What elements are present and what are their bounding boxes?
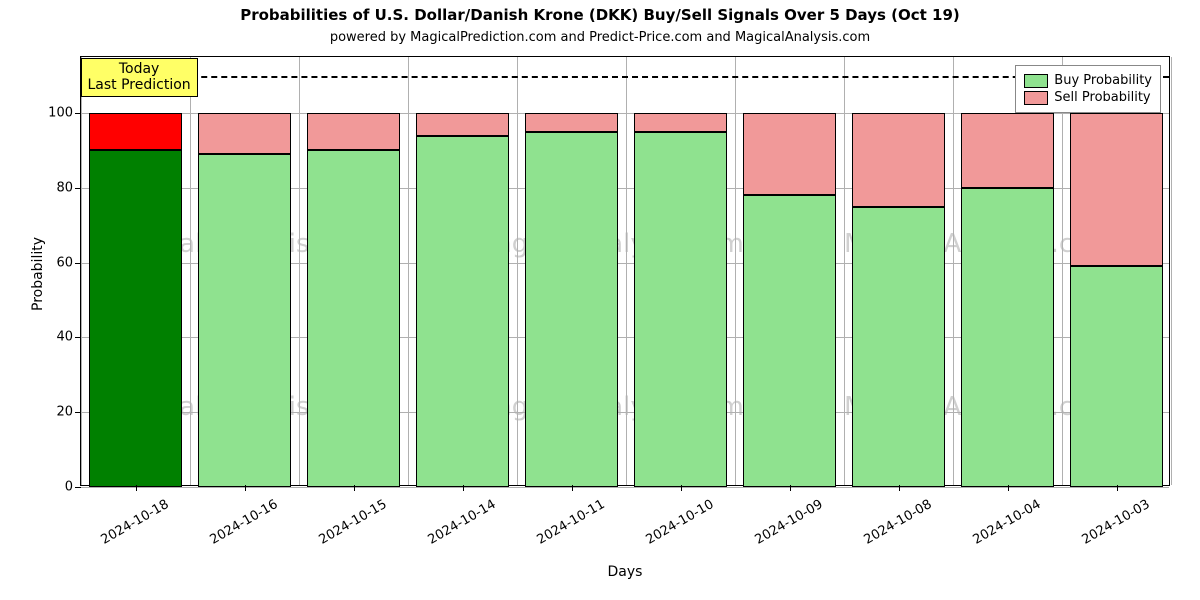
x-tick-label: 2024-10-18 xyxy=(98,497,171,548)
grid-line xyxy=(844,57,845,485)
x-tick-label: 2024-10-11 xyxy=(534,497,607,548)
chart-title: Probabilities of U.S. Dollar/Danish Kron… xyxy=(0,6,1200,24)
grid-line xyxy=(81,57,82,485)
bar-sell xyxy=(416,113,510,135)
grid-line xyxy=(299,57,300,485)
x-tick-label: 2024-10-14 xyxy=(425,497,498,548)
grid-line xyxy=(735,57,736,485)
x-tick-mark xyxy=(681,485,682,491)
x-tick-label: 2024-10-08 xyxy=(861,497,934,548)
bar-sell xyxy=(198,113,292,154)
chart-subtitle: powered by MagicalPrediction.com and Pre… xyxy=(0,30,1200,45)
grid-line xyxy=(408,57,409,485)
bar-buy xyxy=(89,150,183,487)
x-tick-mark xyxy=(572,485,573,491)
bar-sell xyxy=(1070,113,1164,266)
bar-buy xyxy=(525,132,619,487)
x-tick-mark xyxy=(354,485,355,491)
plot-area: MagicalAnalysis.comMagicalAnalysis.comMa… xyxy=(80,56,1170,486)
bar-sell xyxy=(307,113,401,150)
grid-line xyxy=(517,57,518,485)
grid-line xyxy=(953,57,954,485)
x-tick-label: 2024-10-16 xyxy=(207,497,280,548)
bar-buy xyxy=(743,195,837,487)
legend-swatch-buy xyxy=(1024,74,1048,88)
grid-line xyxy=(190,57,191,485)
bar-sell xyxy=(852,113,946,206)
y-axis-label: Probability xyxy=(30,237,46,311)
legend-label-buy: Buy Probability xyxy=(1054,73,1152,88)
legend-swatch-sell xyxy=(1024,91,1048,105)
annotation-line-2: Last Prediction xyxy=(88,77,191,93)
annotation-line-1: Today xyxy=(119,61,160,77)
x-axis-label: Days xyxy=(80,564,1170,580)
x-tick-mark xyxy=(136,485,137,491)
bar-sell xyxy=(525,113,619,132)
legend-row-sell: Sell Probability xyxy=(1024,90,1152,105)
x-tick-mark xyxy=(1008,485,1009,491)
y-tick-mark xyxy=(75,188,81,189)
bar-buy xyxy=(1070,266,1164,487)
legend-label-sell: Sell Probability xyxy=(1054,90,1150,105)
x-tick-label: 2024-10-15 xyxy=(316,497,389,548)
x-tick-label: 2024-10-09 xyxy=(752,497,825,548)
bar-sell xyxy=(743,113,837,195)
grid-line xyxy=(626,57,627,485)
x-tick-label: 2024-10-10 xyxy=(643,497,716,548)
bar-buy xyxy=(634,132,728,487)
x-tick-mark xyxy=(790,485,791,491)
bar-buy xyxy=(416,136,510,487)
x-tick-label: 2024-10-03 xyxy=(1079,497,1152,548)
y-tick-mark xyxy=(75,337,81,338)
x-tick-label: 2024-10-04 xyxy=(970,497,1043,548)
bar-sell xyxy=(89,113,183,150)
figure: Probabilities of U.S. Dollar/Danish Kron… xyxy=(0,0,1200,600)
dashed-marker-line xyxy=(81,76,1169,78)
bar-buy xyxy=(307,150,401,487)
bar-buy xyxy=(961,188,1055,487)
legend: Buy Probability Sell Probability xyxy=(1015,65,1161,113)
x-tick-mark xyxy=(899,485,900,491)
x-tick-mark xyxy=(463,485,464,491)
annotation-callout: Today Last Prediction xyxy=(81,58,198,98)
grid-line xyxy=(1062,57,1063,485)
legend-row-buy: Buy Probability xyxy=(1024,73,1152,88)
y-tick-mark xyxy=(75,412,81,413)
x-tick-mark xyxy=(245,485,246,491)
x-tick-mark xyxy=(1117,485,1118,491)
bar-sell xyxy=(634,113,728,132)
bar-buy xyxy=(852,207,946,487)
bar-sell xyxy=(961,113,1055,188)
y-tick-mark xyxy=(75,263,81,264)
y-tick-mark xyxy=(75,113,81,114)
y-tick-mark xyxy=(75,487,81,488)
bar-buy xyxy=(198,154,292,487)
grid-line xyxy=(1171,57,1172,485)
